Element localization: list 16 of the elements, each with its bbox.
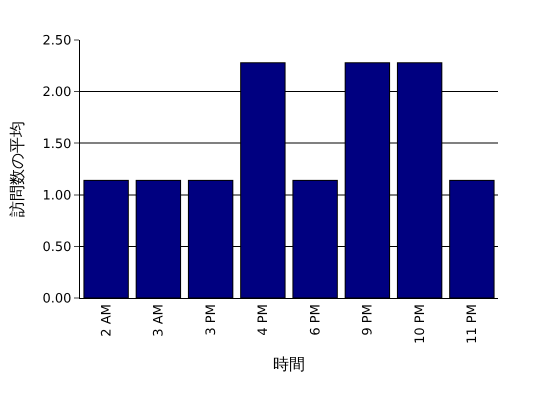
x-tick-label: 11 PM [465,304,480,344]
y-tick-label: 0.00 [42,292,72,307]
x-tick-label: 4 PM [256,304,272,336]
y-tick-label: 2.00 [42,85,72,100]
y-tick-label: 0.50 [42,240,72,255]
y-tick-label: 1.50 [42,136,72,152]
y-tick-label: 2.50 [42,34,72,49]
x-tick-label: 9 PM [360,304,376,336]
y-axis-title: 訪問数の平均 [7,121,26,217]
x-tick-label: 10 PM [412,304,428,344]
x-axis-title: 時間 [273,354,305,374]
x-tick-label: 2 AM [99,304,114,337]
x-tick-label: 3 AM [152,304,167,337]
y-tick-label: 1.00 [42,188,72,204]
x-tick-label: 6 PM [308,304,324,336]
x-tick-label: 3 PM [204,304,219,336]
